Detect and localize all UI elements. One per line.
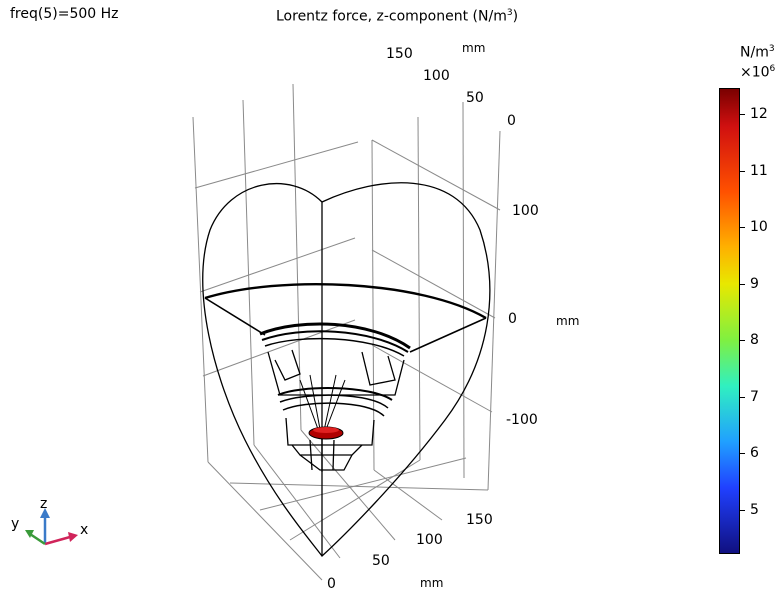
colorbar-tick-mark [740,397,745,398]
z-axis-unit: mm [556,314,580,328]
plot-title-prefix: Lorentz force, z-component (N/m [276,8,507,25]
colorbar-label-11: 11 [750,163,768,179]
triad-y-arrow [25,530,34,538]
frequency-label: freq(5)=500 Hz [10,6,119,22]
plot-title-suffix: ) [512,8,519,25]
colorbar-unit-base: N/m [740,44,769,61]
colorbar-tick-mark [740,114,745,115]
colorbar-scale-sup: 6 [769,64,776,74]
y-axis-unit: mm [462,41,486,55]
colorbar-tick-mark [740,510,745,511]
colorbar-tick-mark [740,284,745,285]
x-tick-0: 0 [327,576,336,592]
x-tick-50: 50 [372,553,390,569]
triad-y-axis [29,532,46,546]
x-tick-150: 150 [466,512,493,528]
grid-lines [192,83,501,581]
triad-y-label: y [11,516,20,532]
colorbar-label-10: 10 [750,219,768,235]
colorbar-scale-base: ×10 [740,64,770,81]
colorbar-label-5: 5 [750,502,759,518]
colorbar-label-6: 6 [750,445,759,461]
x-axis-unit: mm [420,576,444,590]
triad-z-label: z [40,496,48,512]
x-tick-100: 100 [416,532,443,548]
colorbar-tick-mark [740,171,745,172]
plot-title-sup: 3 [506,8,513,18]
colorbar-scale: ×106 [740,64,775,81]
geometry-outline [202,182,491,557]
y-tick-100: 100 [423,68,450,84]
colorbar-label-9: 9 [750,276,759,292]
voice-coil-top [313,427,339,433]
plot-title: Lorentz force, z-component (N/m3) [276,8,518,25]
z-tick-0: 0 [508,311,517,327]
y-tick-0: 0 [507,113,516,129]
z-tick-minus-100: -100 [506,412,538,428]
triad-x-label: x [80,522,89,538]
axis-triad [25,508,78,546]
colorbar [719,88,740,554]
colorbar-unit-sup: 3 [768,44,775,54]
colorbar-tick-mark [740,227,745,228]
colorbar-label-7: 7 [750,389,759,405]
colorbar-tick-mark [740,453,745,454]
colorbar-label-8: 8 [750,332,759,348]
triad-x-axis [44,535,71,546]
colorbar-label-12: 12 [750,106,768,122]
z-tick-100: 100 [512,203,539,219]
triad-x-arrow [68,532,78,542]
colorbar-tick-mark [740,340,745,341]
y-tick-150: 150 [386,46,413,62]
triad-z-arrow [40,508,50,518]
y-tick-50: 50 [466,90,484,106]
colorbar-unit: N/m3 [740,44,775,61]
